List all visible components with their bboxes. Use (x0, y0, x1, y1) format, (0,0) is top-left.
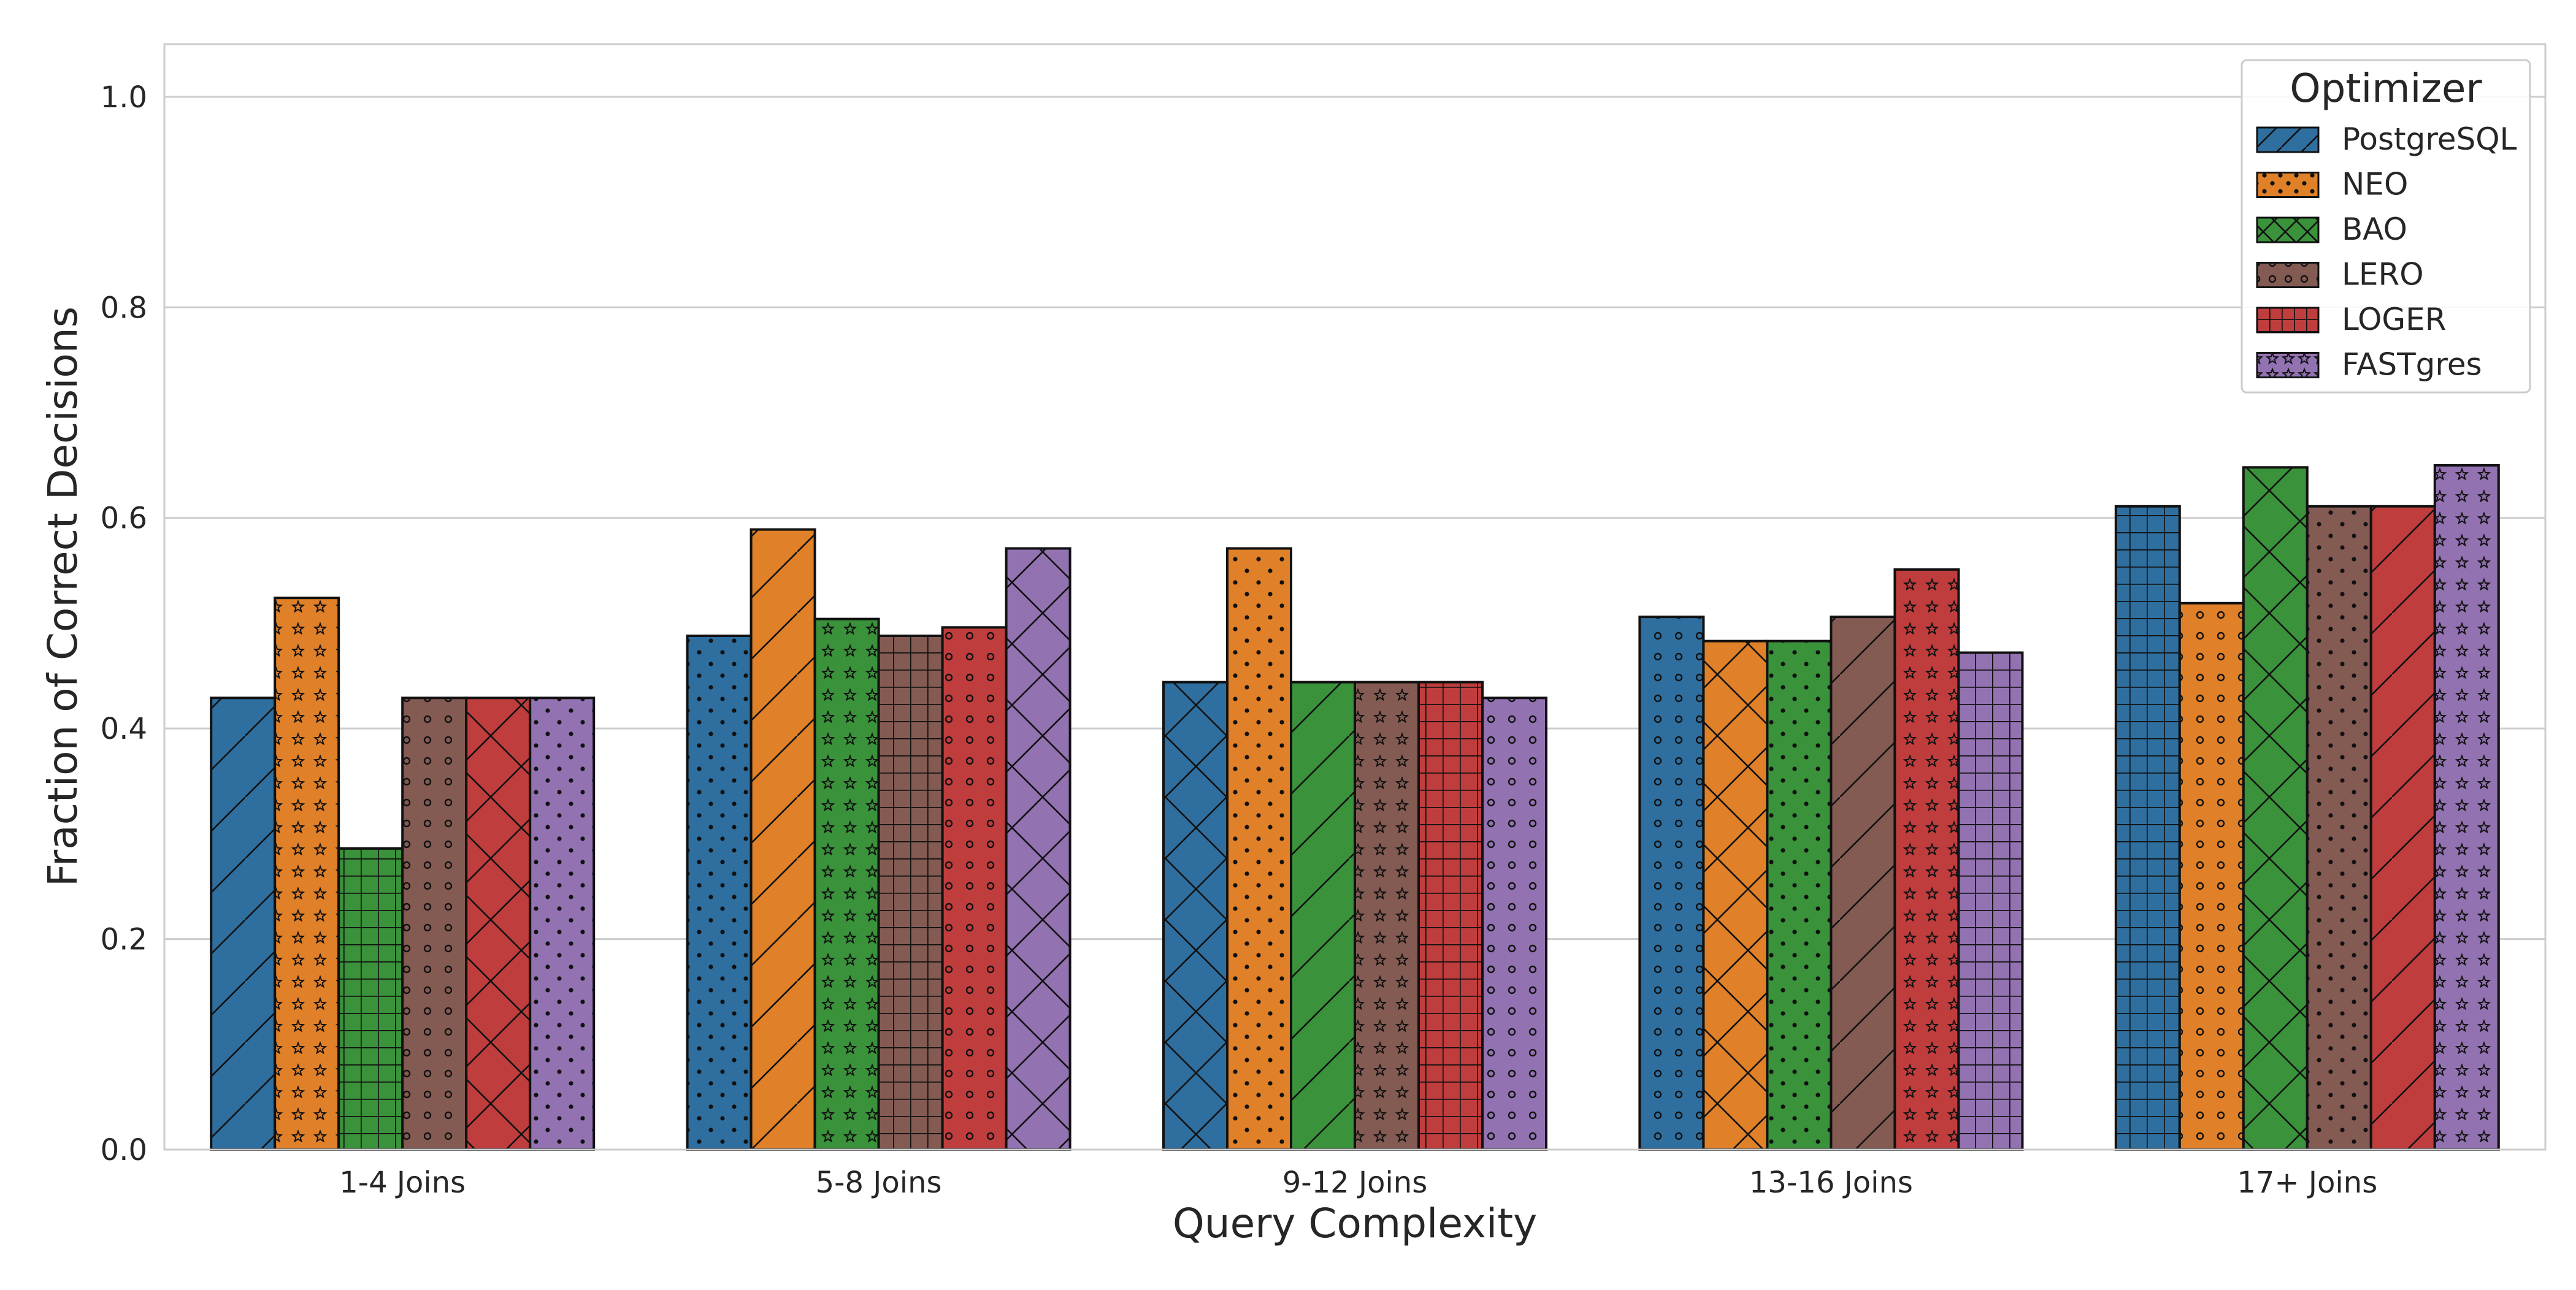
x-tick-label: 1-4 Joins (339, 1166, 466, 1200)
bar-postgresql-5 (2114, 505, 2181, 1151)
bar-loger-3 (1417, 681, 1484, 1151)
legend-title: Optimizer (2290, 66, 2482, 112)
legend-label-neo: NEO (2342, 167, 2408, 202)
legend-label-fastgres: FASTgres (2342, 347, 2482, 383)
legend-swatch-neo (2256, 172, 2320, 198)
bar-loger-2 (941, 626, 1008, 1151)
legend-label-lero: LERO (2342, 257, 2424, 292)
legend-label-postgresql: PostgreSQL (2342, 121, 2517, 157)
bar-bao-2 (813, 617, 880, 1151)
bar-fastgres-4 (1957, 651, 2024, 1151)
bar-neo-5 (2178, 601, 2245, 1151)
x-tick-label: 5-8 Joins (816, 1166, 942, 1200)
y-tick-label: 0.0 (101, 1133, 147, 1167)
bar-neo-3 (1226, 547, 1292, 1151)
bar-fastgres-1 (529, 697, 596, 1151)
bar-neo-2 (749, 528, 816, 1151)
legend-swatch-bao (2256, 216, 2320, 243)
legend-label-loger: LOGER (2342, 302, 2447, 337)
y-axis-ticks: 0.0 0.2 0.4 0.6 0.8 1.0 (101, 80, 147, 1167)
legend-swatch-loger (2256, 307, 2320, 334)
bar-fastgres-5 (2433, 464, 2500, 1151)
bar-fastgres-3 (1481, 697, 1547, 1151)
x-axis-title: Query Complexity (1173, 1200, 1537, 1247)
y-tick-label: 0.6 (101, 502, 147, 536)
bar-loger-4 (1893, 568, 1960, 1151)
bar-bao-5 (2242, 466, 2309, 1151)
bar-lero-3 (1354, 681, 1420, 1151)
x-tick-label: 13-16 Joins (1749, 1166, 1913, 1200)
legend: Optimizer PostgreSQL NEO BAO LERO LOGER FASTg… (2241, 59, 2531, 394)
bar-bao-1 (337, 847, 404, 1151)
bar-lero-2 (877, 635, 944, 1151)
bar-lero-5 (2306, 505, 2372, 1151)
y-tick-label: 0.8 (101, 291, 147, 325)
bar-bao-3 (1290, 681, 1356, 1151)
legend-label-bao: BAO (2342, 212, 2407, 247)
x-tick-label: 9-12 Joins (1282, 1166, 1427, 1200)
y-axis-title: Fraction of Correct Decisions (39, 307, 86, 887)
bar-neo-1 (274, 597, 340, 1151)
bar-lero-4 (1830, 616, 1896, 1151)
bar-lero-1 (401, 697, 468, 1151)
bar-postgresql-4 (1638, 616, 1705, 1151)
legend-swatch-postgresql (2256, 126, 2320, 153)
bar-bao-4 (1766, 639, 1833, 1151)
y-tick-label: 1.0 (101, 80, 147, 115)
legend-swatch-fastgres (2256, 352, 2320, 378)
x-tick-label: 17+ Joins (2237, 1166, 2377, 1200)
bar-loger-1 (465, 697, 532, 1151)
legend-swatch-lero (2256, 262, 2320, 288)
plot-frame (163, 43, 2547, 1151)
bar-postgresql-3 (1162, 681, 1229, 1151)
x-axis-ticks: 1-4 Joins 5-8 Joins 9-12 Joins 13-16 Joins 1… (339, 1166, 2377, 1200)
bar-postgresql-2 (686, 635, 753, 1151)
bar-neo-4 (1702, 639, 1769, 1151)
bar-loger-5 (2369, 505, 2436, 1151)
bars (210, 464, 2500, 1151)
y-tick-label: 0.2 (101, 923, 147, 957)
y-tick-label: 0.4 (101, 712, 147, 746)
bar-postgresql-1 (210, 697, 277, 1151)
bar-fastgres-2 (1005, 547, 1071, 1151)
